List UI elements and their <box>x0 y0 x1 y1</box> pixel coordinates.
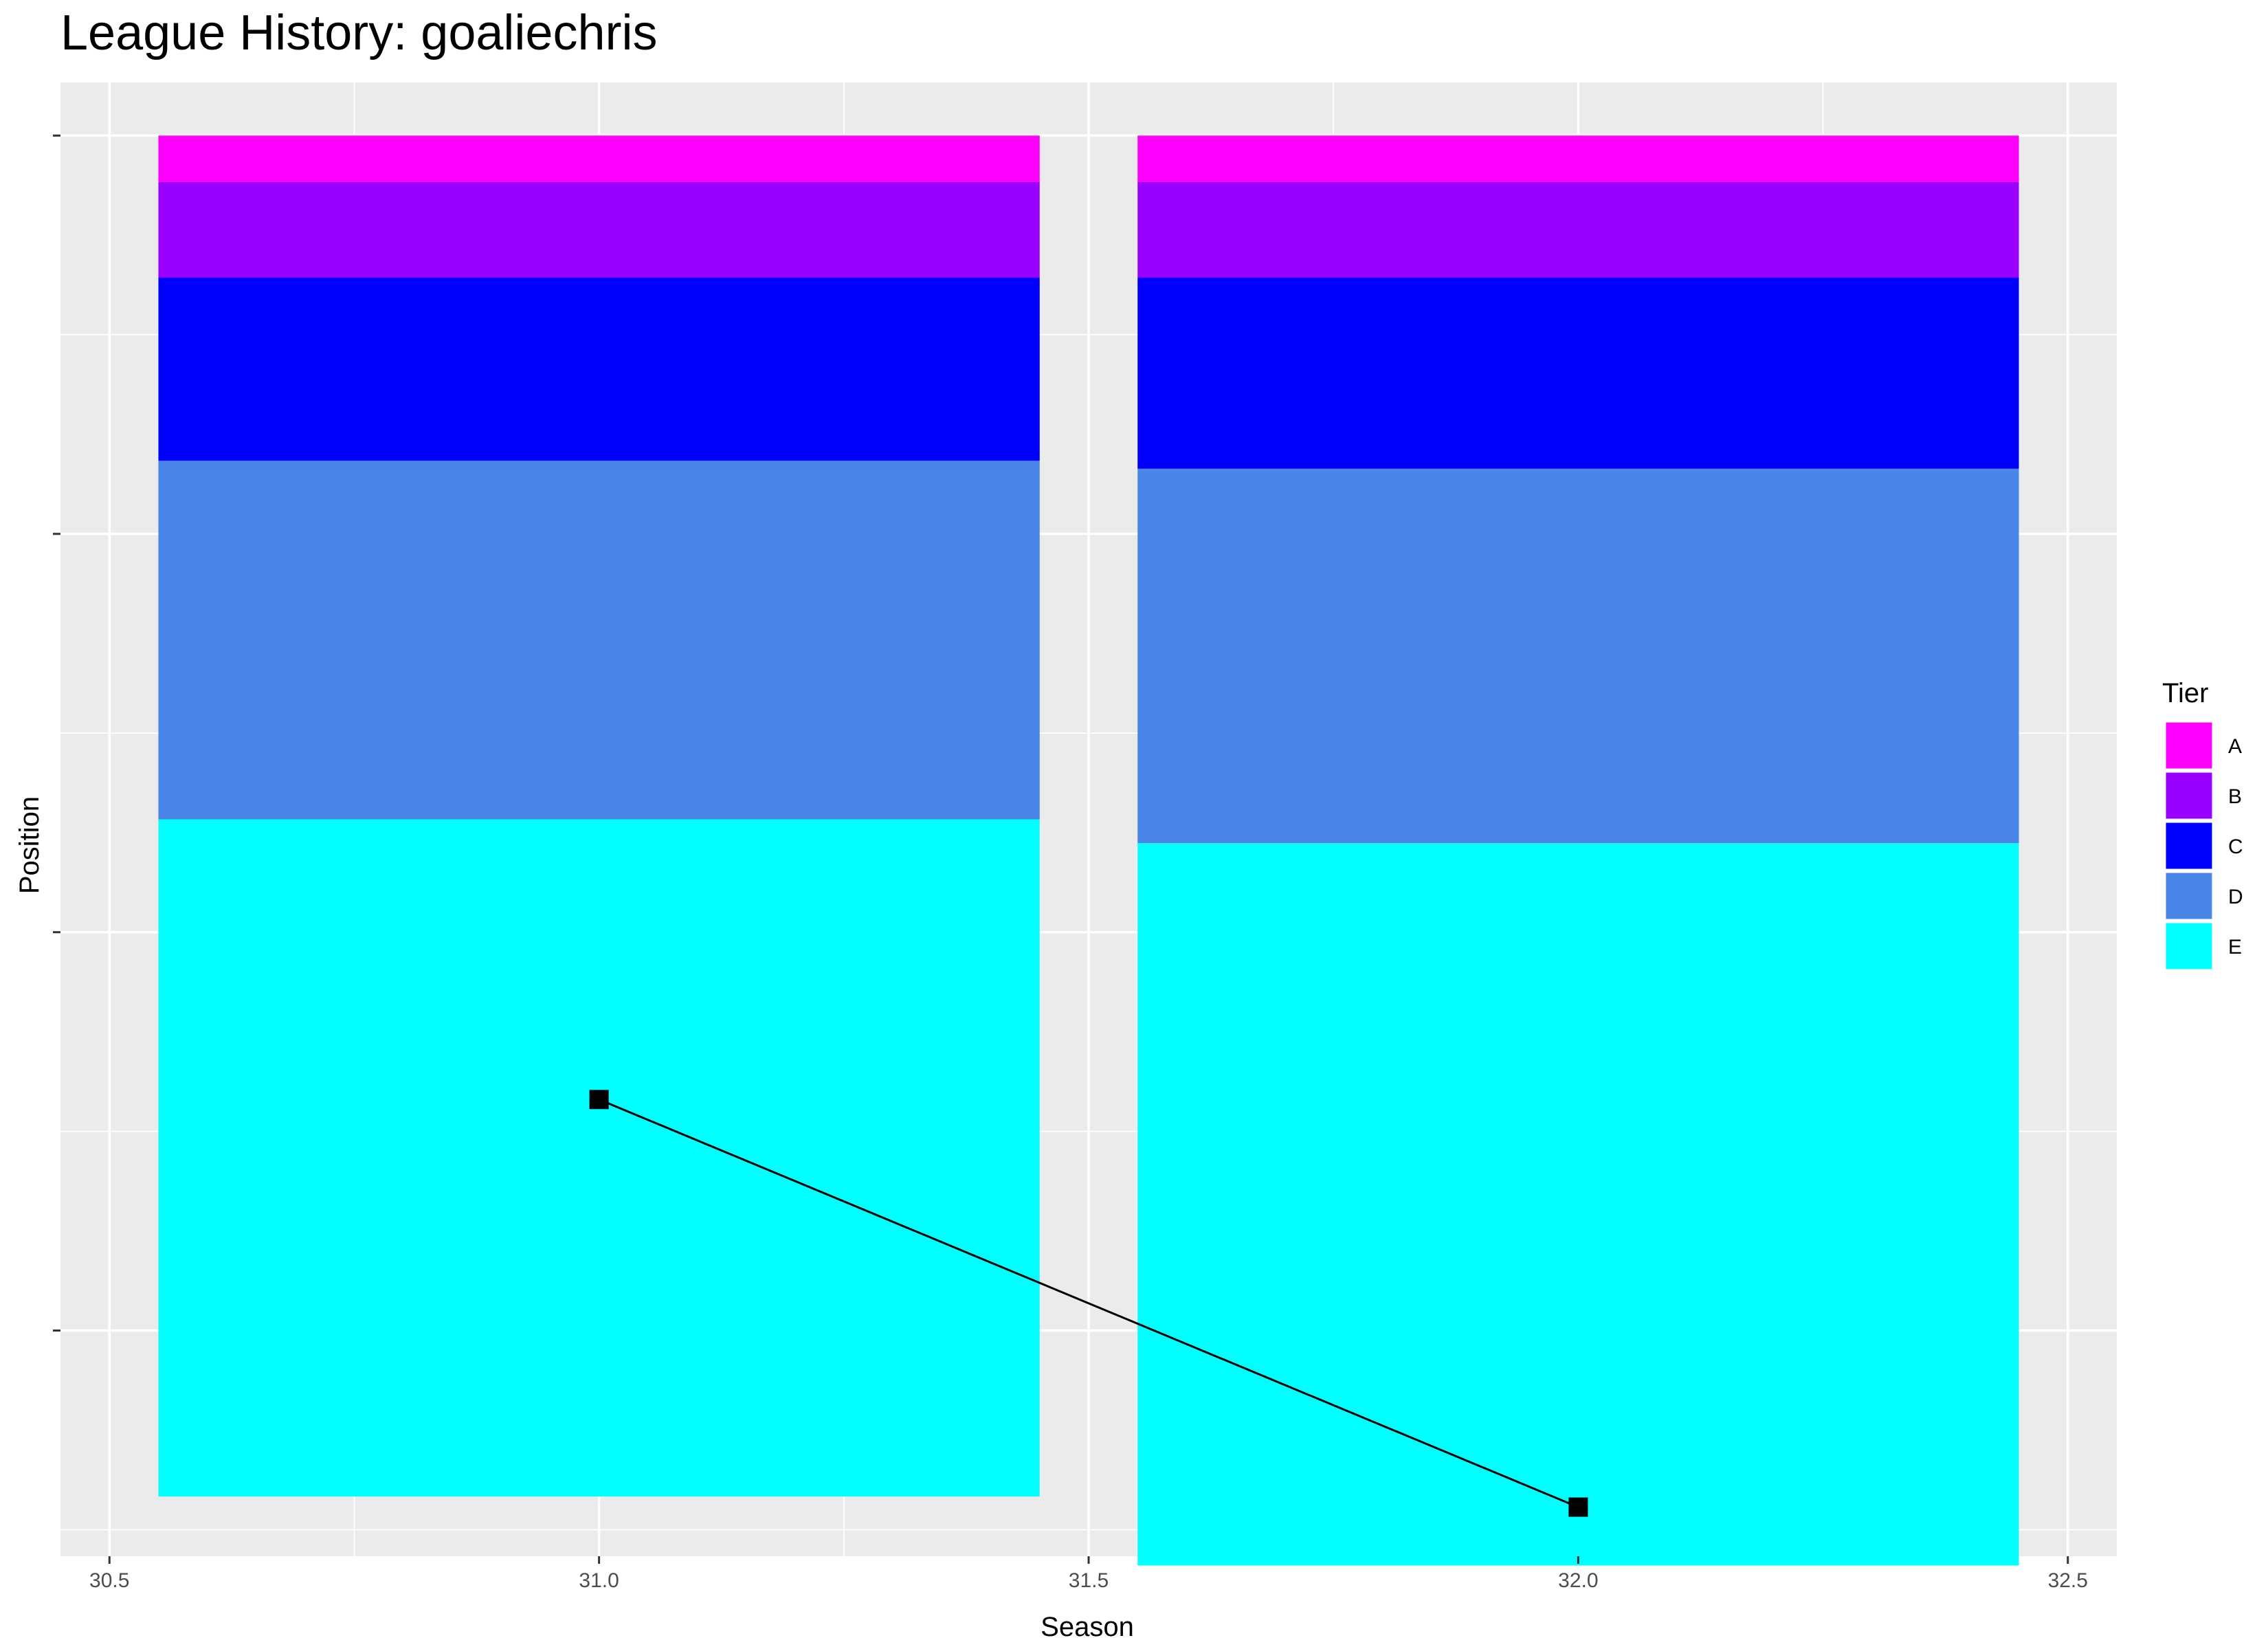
x-tick-label: 32.5 <box>2048 1569 2088 1592</box>
bar-segment-b-season-31 <box>158 181 1040 278</box>
legend-label-a: A <box>2228 735 2242 758</box>
legend-label-b: B <box>2228 785 2242 808</box>
bar-segment-a-season-31 <box>158 135 1040 182</box>
position-series-line <box>599 1098 1579 1508</box>
legend-key-c <box>2164 820 2214 871</box>
bar-segment-c-season-32 <box>1137 278 2019 469</box>
y-axis-title: Position <box>14 796 45 894</box>
position-point-marker <box>589 1090 609 1110</box>
legend-key-d <box>2164 871 2214 921</box>
x-tick-label: 31.0 <box>579 1569 619 1592</box>
bar-segment-c-season-31 <box>158 278 1040 461</box>
bar-segment-e-season-32 <box>1137 843 2019 1566</box>
bar-segment-a-season-32 <box>1137 135 2019 182</box>
bars <box>158 135 2019 1566</box>
legend-label-c: C <box>2228 835 2243 858</box>
x-tick-label: 31.5 <box>1069 1569 1109 1592</box>
position-line <box>589 1090 1588 1517</box>
x-tick-label: 32.0 <box>1558 1569 1598 1592</box>
legend-key-e <box>2164 921 2214 972</box>
x-tick-label: 30.5 <box>89 1569 129 1592</box>
legend: Tier A B C D E <box>2162 678 2243 972</box>
legend-key-a <box>2164 720 2214 771</box>
bar-segment-b-season-32 <box>1137 181 2019 278</box>
legend-title: Tier <box>2162 678 2208 708</box>
chart-title: League History: goaliechris <box>60 5 657 60</box>
legend-key-b <box>2164 770 2214 821</box>
bar-segment-d-season-31 <box>158 460 1040 820</box>
bar-segment-d-season-32 <box>1137 469 2019 844</box>
legend-label-e: E <box>2228 936 2242 958</box>
bar-segment-e-season-31 <box>158 819 1040 1497</box>
position-point-marker <box>1568 1497 1588 1517</box>
axes: 30.5 31.0 31.5 32.0 32.5 <box>53 134 2088 1592</box>
legend-label-d: D <box>2228 886 2243 908</box>
x-axis-title: Season <box>1041 1612 1134 1642</box>
